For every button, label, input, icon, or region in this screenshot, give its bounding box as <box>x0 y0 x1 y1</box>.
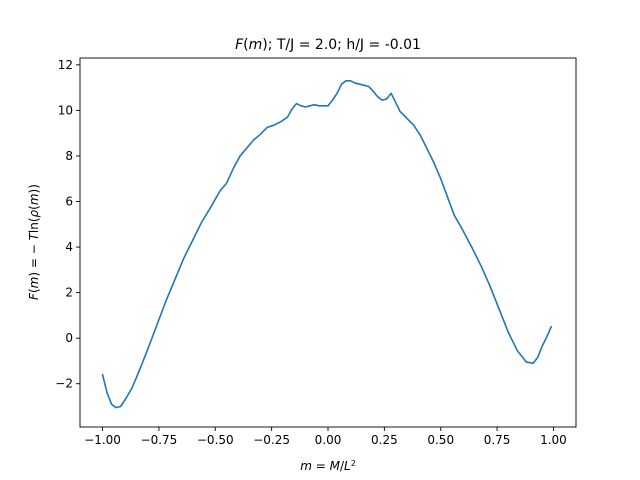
y-tick-label: 10 <box>58 103 73 117</box>
chart_data.ylabel_parts-part: m <box>27 193 41 205</box>
chart_data.xlabel_parts-part: 2 <box>351 459 356 468</box>
chart-title: F(m); T/J = 2.0; h/J = -0.01 <box>235 37 421 53</box>
chart_data.ylabel_parts-part: F <box>27 292 41 300</box>
chart_data.title_parts-part: ); T/J = 2.0; h/J = -0.01 <box>262 37 421 53</box>
chart_data.ylabel_parts-part: m <box>27 277 41 289</box>
chart_data.ylabel_parts-part: ) = − <box>27 240 41 276</box>
y-tick-label: 2 <box>65 286 73 300</box>
y-tick-label: 4 <box>65 240 73 254</box>
x-tick-label: −0.75 <box>141 433 178 447</box>
x-axis-ticks: −1.00 −0.75 −0.50 −0.25 0.00 0.25 0.50 0.75 1.00 <box>84 427 567 447</box>
x-axis-label: m = M/L2 <box>300 459 356 474</box>
y-tick-label: 8 <box>65 149 73 163</box>
x-tick-label: 0.50 <box>427 433 454 447</box>
y-axis-ticks: −2 0 2 4 6 8 10 12 <box>55 58 80 391</box>
chart_data.title_parts-part: ( <box>243 37 248 53</box>
x-tick-label: 0.25 <box>371 433 398 447</box>
chart_data.ylabel_parts-part: ( <box>27 288 41 293</box>
axes-frame <box>79 57 577 428</box>
chart_data.xlabel_parts-part: L <box>344 459 351 473</box>
chart_data.xlabel_parts-part: m <box>300 459 312 473</box>
y-axis-label: F(m) = − Tln(ρ(m)) <box>27 184 41 300</box>
y-tick-label: 6 <box>65 195 73 209</box>
x-tick-label: −0.50 <box>197 433 234 447</box>
series-line <box>101 79 553 409</box>
chart_data.title_parts-part: m <box>249 37 263 53</box>
chart_data.ylabel_parts-part: T <box>27 231 41 240</box>
chart_data.ylabel_parts-part: ( <box>27 205 41 210</box>
x-tick-label: 0.75 <box>484 433 511 447</box>
chart_data.ylabel_parts-part: )) <box>27 184 41 193</box>
x-tick-label: 1.00 <box>540 433 567 447</box>
plot-area <box>101 79 553 409</box>
x-tick-label: −0.25 <box>253 433 290 447</box>
y-tick-label: −2 <box>55 377 73 391</box>
chart_data.ylabel_parts-part: ln( <box>27 217 41 233</box>
chart_data.title_parts-part: F <box>235 37 244 53</box>
y-tick-label: 0 <box>65 331 73 345</box>
chart_data.xlabel_parts-part: M <box>330 459 341 473</box>
x-tick-label: 0.00 <box>315 433 342 447</box>
x-tick-label: −1.00 <box>84 433 121 447</box>
y-tick-label: 12 <box>58 58 73 72</box>
chart_data.xlabel_parts-part: = <box>312 459 330 473</box>
chart_data.ylabel_parts-part: ρ <box>27 209 41 217</box>
chart_data.xlabel_parts-part: / <box>340 459 345 473</box>
